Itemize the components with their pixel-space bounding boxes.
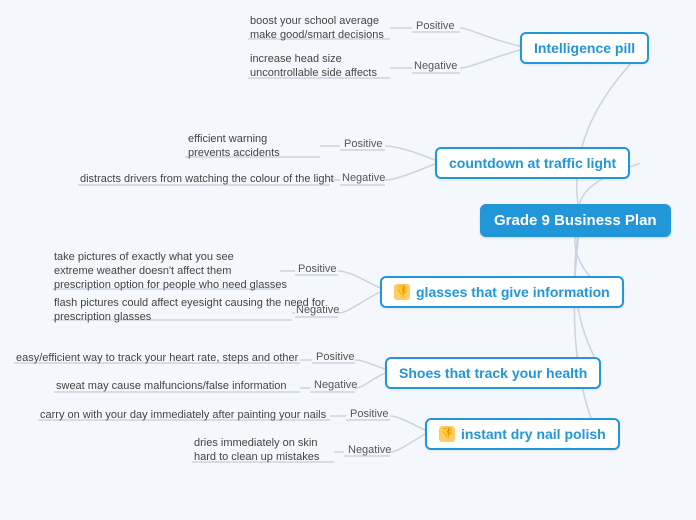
leaf-item: efficient warning prevents accidents: [188, 132, 280, 160]
negative-label: Negative: [314, 379, 357, 391]
thumbs-down-icon: 👎: [439, 426, 455, 442]
leaf-item: boost your school average make good/smar…: [250, 14, 384, 42]
positive-label: Positive: [344, 138, 383, 150]
positive-label: Positive: [298, 263, 337, 275]
positive-label: Positive: [316, 351, 355, 363]
branch-label: instant dry nail polish: [461, 426, 606, 442]
branch-shoes[interactable]: Shoes that track your health: [385, 357, 601, 389]
negative-label: Negative: [348, 444, 391, 456]
negative-label: Negative: [414, 60, 457, 72]
leaf-item: take pictures of exactly what you see ex…: [54, 250, 287, 292]
leaf-item: flash pictures could affect eyesight cau…: [54, 296, 325, 324]
branch-label: Shoes that track your health: [399, 365, 587, 381]
branch-label: glasses that give information: [416, 284, 610, 300]
negative-label: Negative: [342, 172, 385, 184]
leaf-item: sweat may cause malfuncions/false inform…: [56, 379, 287, 393]
leaf-item: easy/efficient way to track your heart r…: [16, 351, 298, 365]
positive-label: Positive: [350, 408, 389, 420]
thumbs-down-icon: 👎: [394, 284, 410, 300]
leaf-item: increase head size uncontrollable side a…: [250, 52, 377, 80]
root-label: Grade 9 Business Plan: [494, 212, 657, 229]
branch-label: Intelligence pill: [534, 40, 635, 56]
branch-countdown[interactable]: countdown at traffic light: [435, 147, 630, 179]
positive-label: Positive: [416, 20, 455, 32]
branch-label: countdown at traffic light: [449, 155, 616, 171]
branch-nail-polish[interactable]: 👎 instant dry nail polish: [425, 418, 620, 450]
branch-glasses[interactable]: 👎 glasses that give information: [380, 276, 624, 308]
branch-intelligence-pill[interactable]: Intelligence pill: [520, 32, 649, 64]
root-node[interactable]: Grade 9 Business Plan: [480, 204, 671, 237]
leaf-item: carry on with your day immediately after…: [40, 408, 326, 422]
leaf-item: dries immediately on skin hard to clean …: [194, 436, 319, 464]
leaf-item: distracts drivers from watching the colo…: [80, 172, 334, 186]
